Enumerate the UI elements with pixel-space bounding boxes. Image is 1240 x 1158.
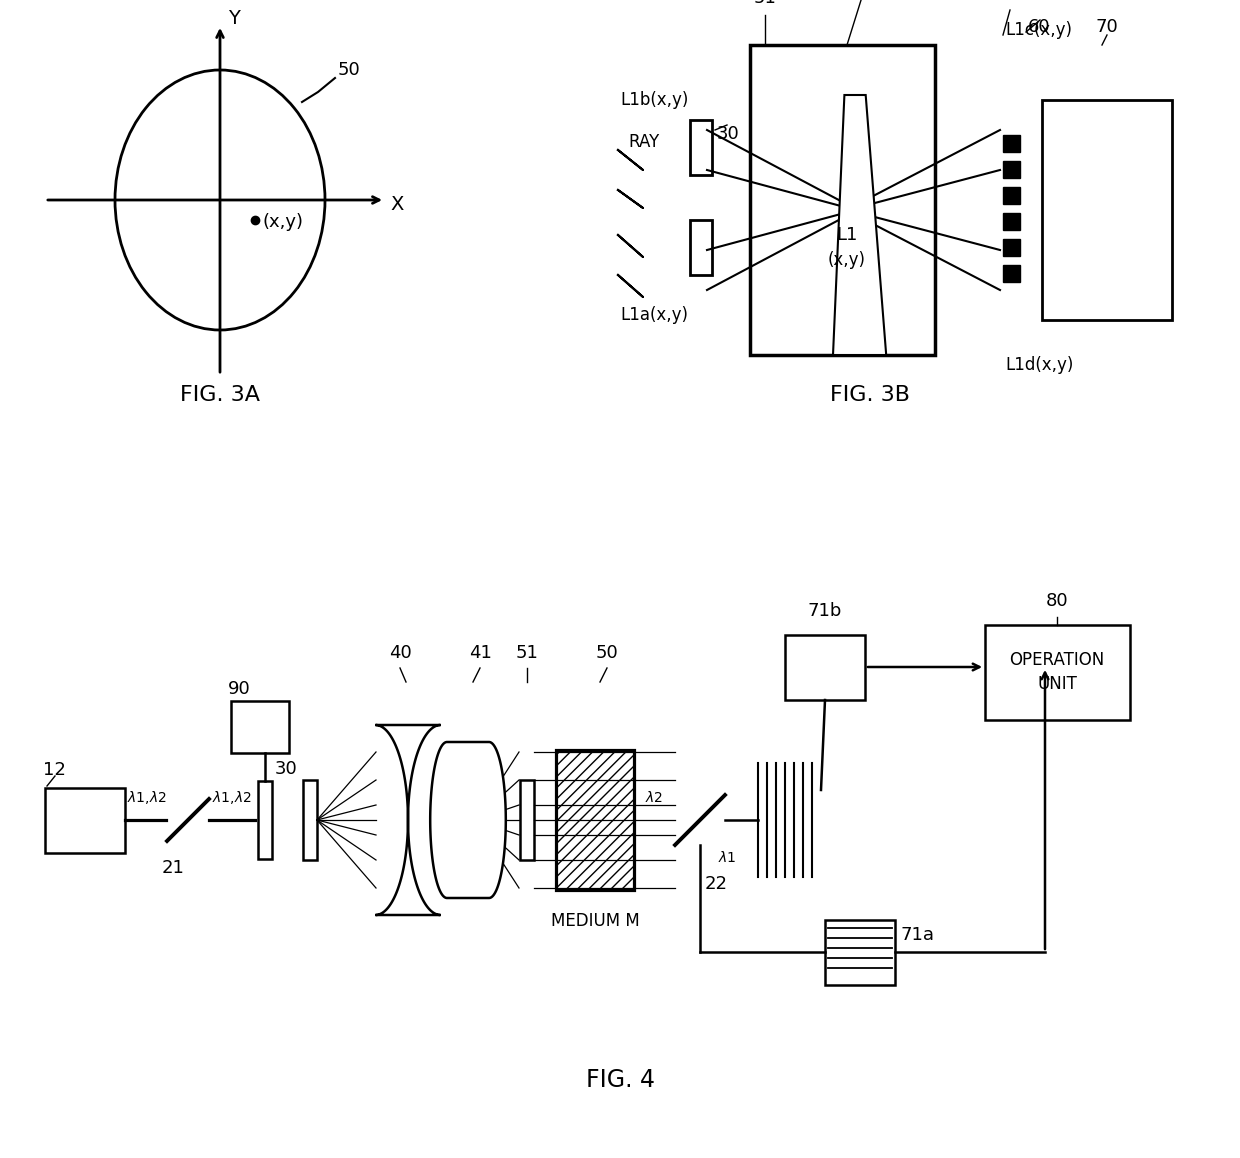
Text: Y: Y xyxy=(228,8,239,28)
Bar xyxy=(45,787,125,853)
Bar xyxy=(689,220,712,274)
Text: 60: 60 xyxy=(1028,19,1050,36)
Bar xyxy=(1003,239,1021,256)
Text: MEDIUM M: MEDIUM M xyxy=(551,913,640,930)
Text: (x,y): (x,y) xyxy=(262,213,303,230)
Text: 71b: 71b xyxy=(807,602,842,620)
Text: 90: 90 xyxy=(228,680,250,698)
Text: $\lambda$2: $\lambda$2 xyxy=(645,791,663,806)
Bar xyxy=(1042,100,1172,320)
Text: 70: 70 xyxy=(1096,19,1118,36)
Text: $\lambda$1,$\lambda$2: $\lambda$1,$\lambda$2 xyxy=(126,789,166,806)
Text: L1c(x,y): L1c(x,y) xyxy=(1004,21,1073,39)
Text: $\lambda$1: $\lambda$1 xyxy=(718,850,737,865)
Polygon shape xyxy=(376,725,440,915)
Text: (x,y): (x,y) xyxy=(828,251,866,269)
Bar xyxy=(231,701,289,753)
Bar xyxy=(985,625,1130,720)
Text: 21: 21 xyxy=(161,859,185,877)
Bar xyxy=(1003,265,1021,283)
Text: 41: 41 xyxy=(469,644,491,662)
Bar xyxy=(520,780,534,860)
Bar xyxy=(785,635,866,699)
Text: 80: 80 xyxy=(1045,592,1069,610)
Text: 51: 51 xyxy=(516,644,538,662)
Polygon shape xyxy=(833,95,887,356)
Text: 71a: 71a xyxy=(900,926,934,944)
Bar xyxy=(825,919,895,985)
Text: X: X xyxy=(391,196,403,214)
Text: FIG. 3B: FIG. 3B xyxy=(830,384,910,405)
Bar xyxy=(556,750,634,891)
Bar xyxy=(303,780,317,860)
Text: UNIT: UNIT xyxy=(1037,675,1076,692)
Text: 50: 50 xyxy=(339,61,361,79)
Bar xyxy=(258,780,272,859)
Text: OPERATION: OPERATION xyxy=(1009,651,1105,669)
Text: 30: 30 xyxy=(717,125,740,142)
Text: $\lambda$1,$\lambda$2: $\lambda$1,$\lambda$2 xyxy=(212,789,252,806)
Bar xyxy=(1003,213,1021,230)
Text: FIG. 4: FIG. 4 xyxy=(585,1068,655,1092)
Text: 22: 22 xyxy=(706,875,728,893)
Polygon shape xyxy=(430,742,506,897)
Bar xyxy=(1003,186,1021,204)
Text: L1a(x,y): L1a(x,y) xyxy=(620,306,688,324)
Text: L1d(x,y): L1d(x,y) xyxy=(1004,356,1074,374)
Bar xyxy=(1003,135,1021,152)
Bar xyxy=(689,120,712,175)
Text: L1b(x,y): L1b(x,y) xyxy=(620,91,688,109)
Text: 40: 40 xyxy=(388,644,412,662)
Text: 50: 50 xyxy=(595,644,619,662)
Text: 51: 51 xyxy=(754,0,776,7)
Text: FIG. 3A: FIG. 3A xyxy=(180,384,260,405)
Text: RAY: RAY xyxy=(627,133,660,151)
Bar xyxy=(750,45,935,356)
Text: 12: 12 xyxy=(43,761,66,779)
Text: 30: 30 xyxy=(275,760,298,778)
Text: L1: L1 xyxy=(836,226,858,244)
Bar xyxy=(1003,161,1021,178)
